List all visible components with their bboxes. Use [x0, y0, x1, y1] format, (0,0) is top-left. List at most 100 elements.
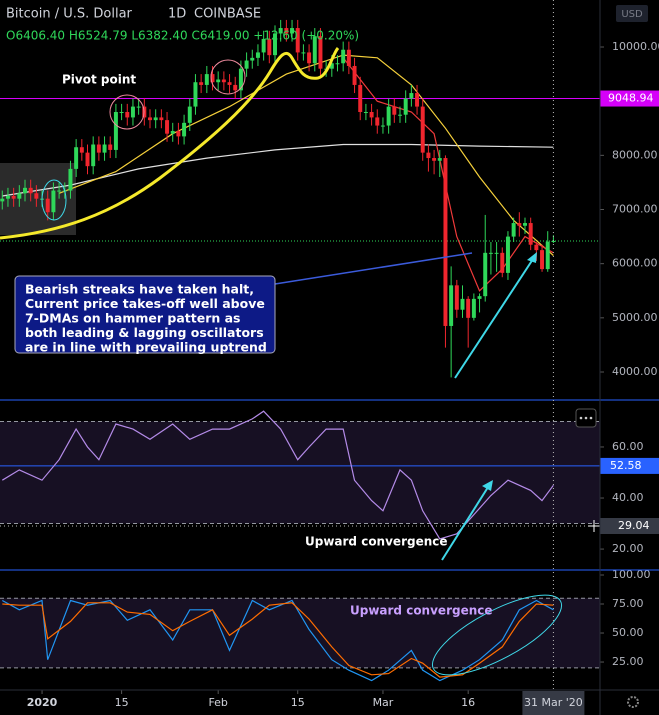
- candle-body: [551, 240, 556, 242]
- candle-body: [28, 187, 33, 194]
- exchange: COINBASE: [194, 7, 261, 22]
- y-tick-label: 10000.00: [612, 40, 659, 53]
- pivot-ellipse: [41, 179, 67, 221]
- y-tick-label: 40.00: [612, 491, 644, 504]
- candle-body: [238, 68, 243, 91]
- candle-body: [363, 112, 368, 114]
- crosshair-label: 29.04: [618, 519, 650, 532]
- candle-body: [312, 36, 317, 64]
- y-tick-label: 60.00: [612, 440, 644, 453]
- candle-body: [51, 190, 56, 213]
- x-tick-label: 2020: [27, 696, 58, 709]
- candle-body: [335, 63, 340, 65]
- candle-body: [528, 223, 533, 245]
- x-tick-label: Feb: [208, 696, 227, 709]
- candle-body: [176, 130, 181, 137]
- candle-body: [233, 84, 238, 91]
- candle-body: [386, 106, 391, 126]
- candle-body: [494, 252, 499, 254]
- candle-body: [488, 252, 493, 254]
- range-box: [0, 163, 76, 235]
- arrow-head: [482, 480, 493, 491]
- trend-arrow: [441, 483, 491, 561]
- candle-body: [255, 52, 260, 58]
- candle-body: [193, 82, 198, 107]
- y-tick-label: 5000.00: [612, 311, 658, 324]
- candle-body: [45, 198, 50, 213]
- band: [0, 421, 600, 524]
- candle-body: [523, 223, 527, 226]
- candle-body: [165, 120, 170, 134]
- candle-body: [483, 252, 488, 297]
- ohlc-legend: O6406.40 H6524.79 L6382.40 C6419.00 +12.…: [6, 29, 359, 43]
- candle-body: [267, 38, 272, 56]
- candle-body: [227, 82, 232, 85]
- stoch-annotation: Upward convergence: [350, 604, 493, 618]
- symbol-title: Bitcoin / U.S. Dollar: [6, 7, 133, 22]
- candle-body: [352, 65, 357, 85]
- candle-body: [432, 158, 437, 161]
- candle-body: [466, 298, 471, 318]
- crosshair-date-box: [522, 691, 585, 715]
- candle-body: [471, 298, 476, 318]
- crosshair-cursor: [588, 519, 600, 532]
- note-line: 7-DMAs on hammer pattern as: [25, 311, 241, 326]
- candle-body: [454, 285, 459, 310]
- note-line: Bearish streaks have taken halt,: [25, 282, 254, 297]
- candle-body: [301, 52, 306, 54]
- candle-body: [398, 114, 402, 116]
- candle-body: [74, 147, 79, 169]
- convergence-ellipse: [431, 594, 563, 676]
- menu-dot: [579, 416, 583, 420]
- candle-body: [102, 144, 107, 153]
- candle-body: [216, 79, 221, 83]
- candle-body: [57, 190, 62, 192]
- candle-body: [204, 74, 209, 85]
- candle-body: [130, 106, 135, 118]
- candle-body: [375, 117, 380, 126]
- y-tick-label: 6000.00: [612, 257, 658, 270]
- candle-body: [187, 106, 192, 123]
- candle-body: [125, 112, 130, 118]
- pivot-label: Pivot point: [62, 73, 136, 87]
- candle-body: [346, 49, 351, 66]
- series-line: [2, 599, 554, 682]
- candle-body: [244, 60, 249, 69]
- candle-body: [369, 112, 374, 118]
- candle-body: [250, 57, 255, 61]
- candle-body: [85, 152, 90, 167]
- candle-body: [545, 241, 550, 270]
- candle-body: [182, 122, 187, 137]
- band: [0, 598, 600, 668]
- candle-body: [68, 168, 73, 191]
- candle-body: [221, 79, 226, 83]
- candle-body: [0, 198, 5, 202]
- settings-icon[interactable]: [627, 696, 639, 708]
- crosshair-label-box: [600, 517, 659, 534]
- y-tick-label: 50.00: [612, 626, 644, 639]
- candle-body: [409, 93, 414, 99]
- y-tick-label: 75.00: [612, 597, 644, 610]
- rsi-annotation: Upward convergence: [305, 535, 448, 549]
- candle-body: [148, 117, 152, 121]
- marker-label-box: [600, 457, 659, 474]
- y-tick-label: 8000.00: [612, 148, 658, 161]
- marker-label: 52.58: [610, 459, 642, 472]
- candle-body: [199, 82, 204, 85]
- y-tick-label: 100.00: [612, 568, 651, 581]
- menu-dot: [589, 416, 593, 420]
- candle-body: [278, 28, 283, 34]
- candle-body: [358, 84, 363, 113]
- moving-average: [58, 54, 554, 256]
- candle-body: [113, 112, 118, 150]
- candle-body: [437, 158, 442, 161]
- candle-body: [341, 49, 346, 64]
- candle-body: [420, 106, 425, 153]
- candle-body: [307, 52, 312, 64]
- currency-box[interactable]: [616, 5, 648, 22]
- y-tick-label: 7000.00: [612, 203, 658, 216]
- candle-body: [96, 144, 101, 153]
- note-box: [14, 275, 276, 354]
